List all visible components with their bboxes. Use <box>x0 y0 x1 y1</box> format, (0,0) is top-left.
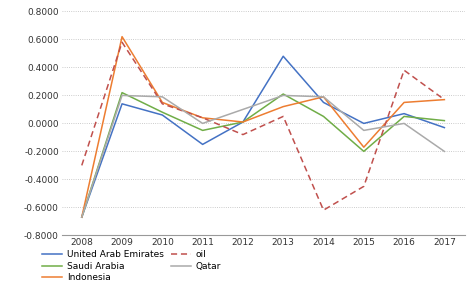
Legend: United Arab Emirates, Saudi Arabia, Indonesia, oil, Qatar: United Arab Emirates, Saudi Arabia, Indo… <box>43 250 221 282</box>
